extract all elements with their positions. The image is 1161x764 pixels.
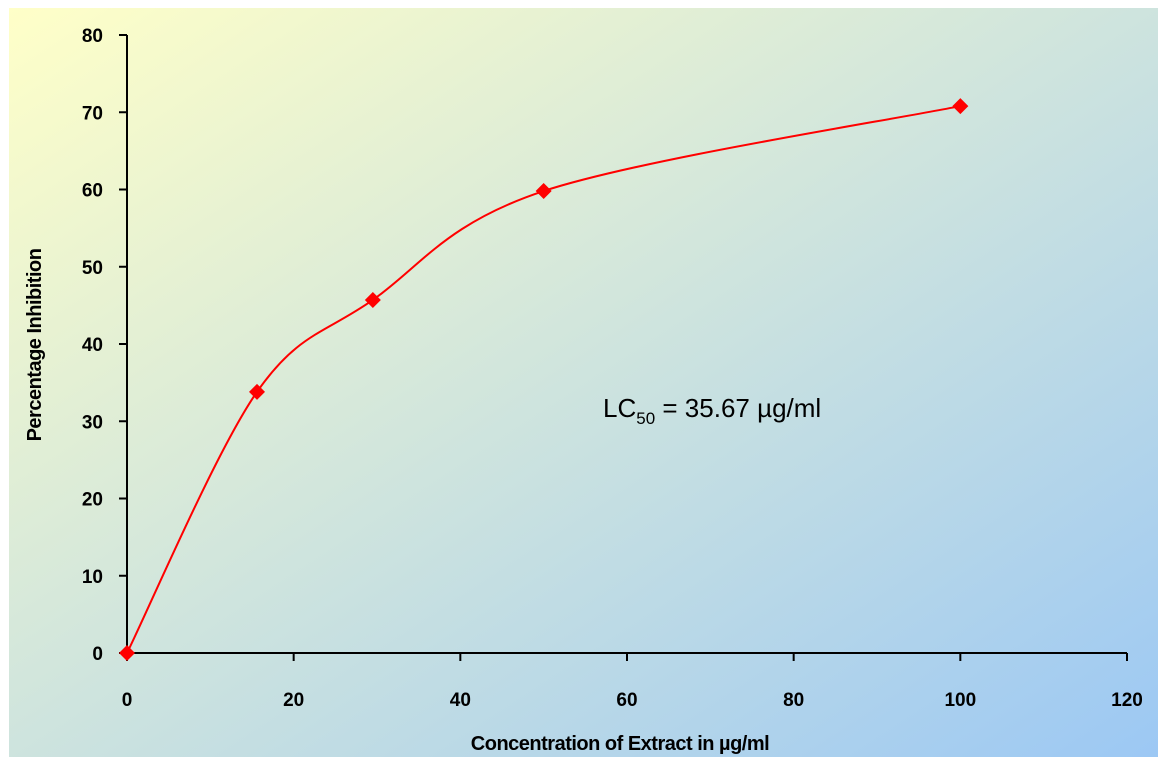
y-tick-label: 80	[82, 26, 103, 47]
series-layer	[119, 98, 969, 661]
x-tick-label: 60	[616, 690, 637, 711]
data-point-marker	[249, 383, 265, 400]
data-point-marker	[952, 98, 969, 115]
y-tick-label: 0	[92, 644, 103, 665]
x-tick-label: 120	[1111, 690, 1143, 711]
annotation-rest: = 35.67 µg/ml	[655, 393, 821, 423]
series-line	[126, 105, 961, 654]
y-tick-label: 20	[82, 490, 103, 511]
x-tick-label: 100	[944, 690, 976, 711]
data-point-marker	[535, 183, 552, 200]
y-tick-label: 70	[82, 103, 103, 124]
x-tick-label: 80	[783, 690, 804, 711]
lc50-annotation: LC50 = 35.67 µg/ml	[603, 393, 821, 428]
data-point-marker	[119, 645, 135, 661]
y-tick-label: 60	[82, 181, 103, 202]
y-tick-label: 40	[82, 335, 103, 356]
annotation-main: LC	[603, 393, 636, 423]
y-tick-label: 30	[82, 412, 103, 433]
x-tick-label: 0	[122, 690, 133, 711]
x-tick-label: 20	[283, 690, 304, 711]
axes: 0 10 20 30 40 50 60 70 80 0 20 40 60 80 100 120	[82, 26, 1143, 711]
y-tick-label: 50	[82, 258, 103, 279]
x-tick-label: 40	[450, 690, 471, 711]
data-point-marker	[364, 291, 381, 308]
y-tick-label: 10	[82, 567, 103, 588]
annotation-subscript: 50	[636, 409, 655, 428]
y-axis-title: Percentage Inhibition	[24, 249, 46, 442]
x-axis-title: Concentration of Extract in µg/ml	[471, 733, 769, 755]
chart-background	[9, 8, 1158, 757]
